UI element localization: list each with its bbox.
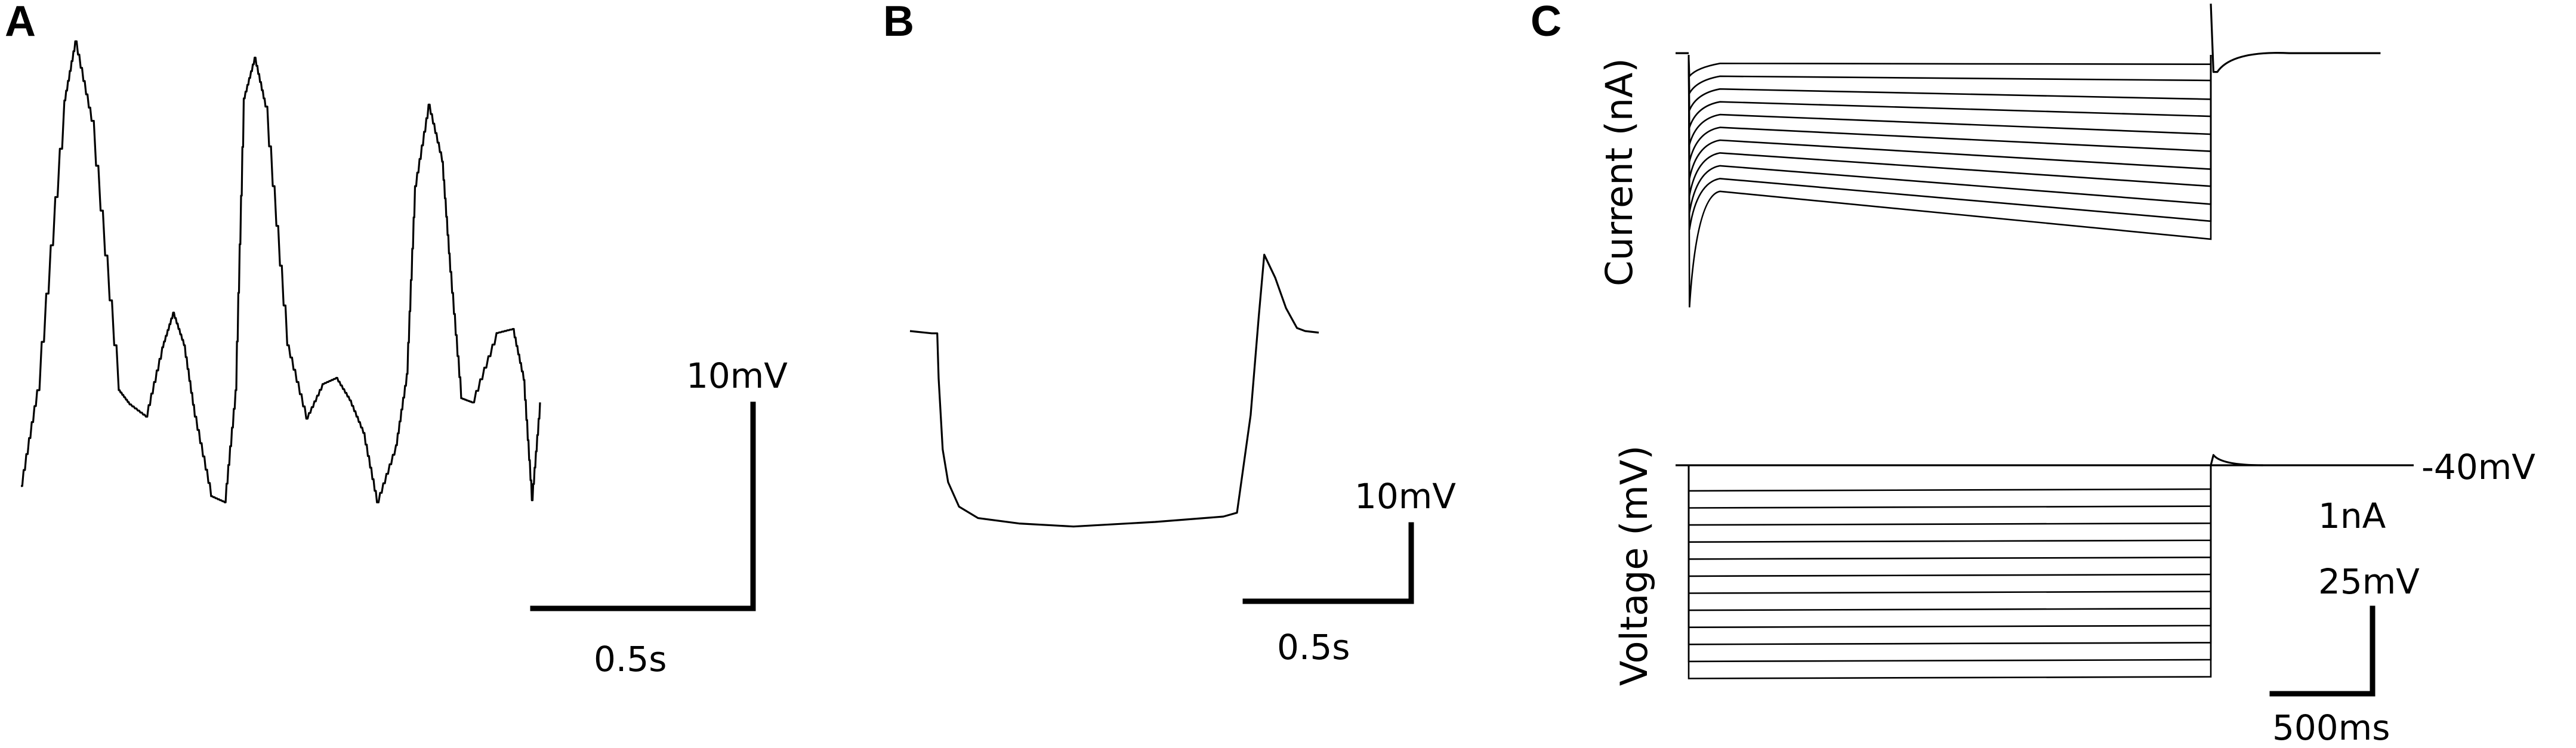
panel-label-b: B bbox=[883, 0, 914, 45]
voltage-step-trace bbox=[1687, 465, 2212, 663]
current-step-trace bbox=[1687, 54, 2212, 97]
panel-a-time-scale-label: 0.5s bbox=[594, 639, 667, 679]
panel-c-voltage-scale-label: 25mV bbox=[2318, 561, 2420, 602]
voltage-step-trace bbox=[1687, 465, 2212, 543]
panel-a-voltage-scale-label: 10mV bbox=[686, 356, 788, 396]
current-step-trace bbox=[1687, 54, 2212, 230]
panel-label-c: C bbox=[1531, 0, 1562, 45]
panel-c-voltage-axis-label: Voltage (mV) bbox=[1612, 446, 1656, 686]
current-step-trace bbox=[1687, 54, 2212, 145]
voltage-step-trace bbox=[1687, 465, 2212, 526]
voltage-step-trace bbox=[1687, 465, 2212, 611]
panel-c-holding-potential-label: -40mV bbox=[2421, 447, 2535, 487]
current-tail-trace bbox=[2210, 4, 2381, 73]
voltage-step-trace bbox=[1687, 465, 2212, 492]
panel-a: 10mV 0.5s bbox=[21, 40, 788, 679]
voltage-step-trace bbox=[1687, 465, 2212, 679]
current-step-trace bbox=[1687, 54, 2212, 162]
panel-b-voltage-scale-label: 10mV bbox=[1355, 476, 1456, 517]
panel-c-voltage-traces bbox=[1676, 454, 2414, 679]
panel-c-current-axis-label: Current (nA) bbox=[1597, 58, 1641, 286]
voltage-offset-transient bbox=[2210, 454, 2263, 466]
current-step-trace bbox=[1687, 54, 2212, 308]
voltage-step-trace bbox=[1687, 465, 2212, 645]
panel-b-time-scale-label: 0.5s bbox=[1277, 627, 1350, 667]
panel-label-a: A bbox=[5, 0, 36, 45]
current-step-trace bbox=[1687, 54, 2212, 196]
panel-b-voltage-trace bbox=[909, 254, 1319, 528]
panel-c-time-scale-label: 500ms bbox=[2272, 707, 2390, 748]
panel-a-voltage-trace bbox=[21, 40, 541, 503]
panel-c-current-scale-label: 1nA bbox=[2318, 496, 2386, 536]
panel-c-current-traces bbox=[1676, 4, 2381, 308]
voltage-step-trace bbox=[1687, 465, 2212, 560]
current-step-trace bbox=[1687, 54, 2212, 111]
current-step-trace bbox=[1687, 54, 2212, 79]
current-step-trace bbox=[1687, 54, 2212, 179]
panel-c: Current (nA) Voltage (mV) -40mV 1nA 25mV… bbox=[1597, 4, 2535, 748]
voltage-step-trace bbox=[1687, 465, 2212, 509]
panel-b: 10mV 0.5s bbox=[909, 254, 1456, 667]
current-step-trace bbox=[1687, 54, 2212, 213]
